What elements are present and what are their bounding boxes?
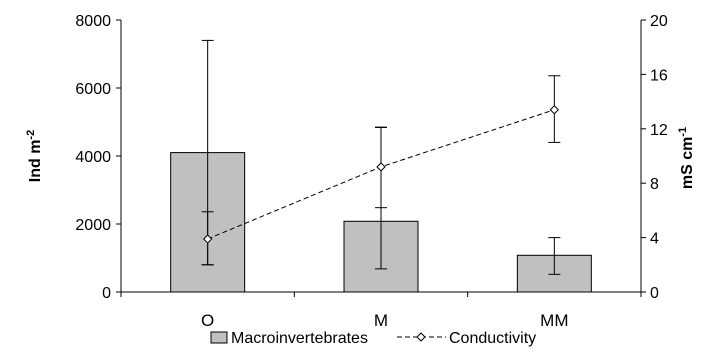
y-left-tick-label: 4000 bbox=[75, 149, 111, 166]
line-series-group bbox=[201, 75, 561, 266]
y-right-tick-label: 20 bbox=[650, 13, 668, 30]
y-right-tick-label: 12 bbox=[650, 122, 668, 139]
y-left-tick-label: 8000 bbox=[75, 13, 111, 30]
conductivity-point-MM bbox=[549, 105, 560, 115]
conductivity-point-M bbox=[376, 162, 386, 172]
legend: Macroinvertebrates Conductivity bbox=[210, 330, 536, 347]
y-right-axis-title-main: mS cm bbox=[679, 137, 696, 189]
legend-label-conductivity: Conductivity bbox=[449, 330, 536, 347]
legend-marker-conductivity bbox=[416, 332, 426, 342]
y-right-tick-label: 0 bbox=[650, 285, 659, 302]
y-left-tick-label: 0 bbox=[102, 285, 111, 302]
legend-swatch-macroinvertebrates bbox=[210, 331, 228, 344]
y-right-tick-label: 8 bbox=[650, 176, 659, 193]
conductivity-point-O bbox=[202, 234, 213, 244]
x-category-label: MM bbox=[540, 311, 568, 330]
x-category-label: M bbox=[374, 311, 388, 330]
y-left-axis-title-main: Ind m bbox=[27, 140, 44, 183]
y-right-tick-label: 4 bbox=[650, 231, 659, 248]
y-left-axis-title: Ind m-2 bbox=[25, 130, 44, 182]
legend-label-macroinvertebrates: Macroinvertebrates bbox=[231, 330, 368, 347]
y-right-axis-title: mS cm-1 bbox=[677, 127, 696, 189]
y-left-tick-label: 2000 bbox=[75, 217, 111, 234]
y-left-tick-label: 6000 bbox=[75, 81, 111, 98]
x-category-label: O bbox=[201, 311, 214, 330]
y-right-tick-label: 16 bbox=[650, 67, 668, 84]
y-left-axis-title-sup: -2 bbox=[25, 130, 37, 140]
y-right-axis-title-sup: -1 bbox=[677, 127, 689, 137]
